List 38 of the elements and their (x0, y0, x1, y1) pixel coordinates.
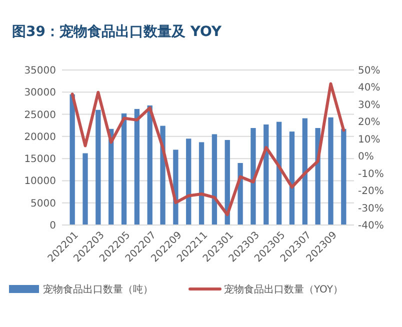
y-tick-label: 25000 (24, 110, 56, 121)
y-tick-label: 0 (50, 220, 56, 232)
y-tick-label: 5000 (30, 198, 56, 210)
bar (264, 124, 269, 225)
bar (250, 128, 256, 225)
y2-tick-label: 10% (358, 134, 380, 146)
bar (289, 132, 295, 225)
bar (82, 153, 88, 225)
y2-tick-label: -30% (358, 203, 384, 214)
bar (198, 142, 204, 225)
bar (134, 108, 140, 225)
y-tick-label: 35000 (24, 66, 56, 76)
y2-tick-label: 50% (358, 66, 380, 76)
bar (341, 128, 346, 225)
bar (70, 94, 75, 225)
y2-tick-label: -10% (358, 168, 384, 180)
bar (96, 110, 101, 225)
bar (328, 117, 334, 225)
legend-label: 宠物食品出口数量（YOY） (224, 284, 343, 296)
y-tick-label: 15000 (24, 154, 56, 166)
y2-tick-label: 40% (358, 82, 380, 94)
bar (186, 138, 192, 225)
y-tick-label: 20000 (24, 132, 56, 143)
y2-tick-label: 0% (358, 152, 374, 163)
y2-tick-label: -40% (358, 220, 384, 232)
bar (147, 105, 152, 225)
y2-tick-label: 20% (358, 117, 380, 128)
y-tick-label: 30000 (24, 88, 56, 99)
bar (302, 118, 308, 225)
bar (212, 134, 218, 225)
bar (121, 113, 127, 225)
y2-tick-label: 30% (358, 100, 380, 111)
y2-tick-label: -20% (358, 186, 384, 198)
line-series (70, 82, 346, 216)
y-tick-label: 10000 (24, 176, 56, 188)
bar (276, 122, 282, 225)
legend-label: 宠物食品出口数量（吨） (43, 284, 153, 296)
chart-title: 图39：宠物食品出口数量及 YOY (12, 23, 222, 40)
